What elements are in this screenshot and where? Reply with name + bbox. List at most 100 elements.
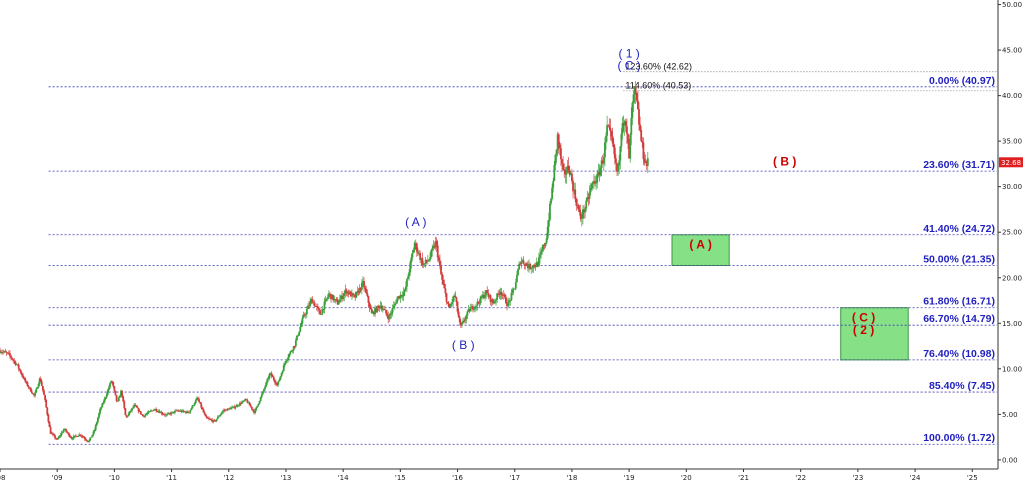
candle-218 <box>238 403 241 406</box>
candle-146 <box>159 412 162 413</box>
candle-194 <box>212 420 215 422</box>
candle-313 <box>343 293 346 297</box>
candle-183 <box>200 403 203 408</box>
candle-519 <box>569 173 572 176</box>
candle-553 <box>607 125 610 127</box>
candle-563 <box>618 160 621 166</box>
candle-134 <box>146 413 149 415</box>
candle-92 <box>100 407 103 409</box>
candle-574 <box>630 117 633 135</box>
wave-label-1: ( C ) <box>617 59 640 73</box>
candle-523 <box>574 189 577 200</box>
x-tick-label-3: '11 <box>166 474 177 482</box>
candle-241 <box>264 386 266 390</box>
candle-40 <box>43 390 45 395</box>
candle-125 <box>136 407 139 409</box>
candle-437 <box>479 296 482 304</box>
candle-321 <box>352 293 354 295</box>
candle-327 <box>358 287 361 294</box>
candle-130 <box>142 414 144 417</box>
candle-481 <box>528 263 530 269</box>
candle-80 <box>87 441 89 442</box>
candle-56 <box>60 432 63 436</box>
candle-490 <box>538 257 540 267</box>
candle-117 <box>127 413 130 416</box>
candle-158 <box>172 411 175 413</box>
x-tick-label-9: '17 <box>509 474 520 482</box>
candle-177 <box>193 403 196 406</box>
candle-5 <box>4 351 7 353</box>
candle-102 <box>111 381 114 383</box>
candle-559 <box>613 147 616 159</box>
candle-470 <box>516 275 518 283</box>
candle-263 <box>288 353 291 358</box>
extension-label-1: 114.60% (40.53) <box>625 80 691 90</box>
fib-label-1: 23.60% (31.71) <box>923 159 995 171</box>
candle-274 <box>300 323 303 327</box>
candle-195 <box>213 420 216 421</box>
candle-413 <box>453 295 456 297</box>
candle-282 <box>309 301 312 307</box>
candle-570 <box>626 126 628 134</box>
candle-1 <box>0 352 2 353</box>
candle-236 <box>258 401 261 404</box>
candle-489 <box>536 262 539 267</box>
candle-352 <box>386 313 389 316</box>
x-tick-label-5: '13 <box>281 474 292 482</box>
candle-204 <box>223 410 226 412</box>
candle-281 <box>308 305 310 307</box>
candle-0 <box>0 350 1 353</box>
candle-429 <box>470 306 473 309</box>
candle-315 <box>345 289 348 294</box>
candle-560 <box>615 158 617 164</box>
x-tick-label-6: '14 <box>338 474 349 482</box>
candle-571 <box>627 133 629 144</box>
candle-229 <box>250 406 253 410</box>
candle-546 <box>599 168 602 176</box>
candle-406 <box>445 293 448 302</box>
candle-63 <box>68 433 71 437</box>
candle-96 <box>104 397 107 399</box>
candle-446 <box>489 295 492 303</box>
candle-444 <box>487 293 490 297</box>
candle-176 <box>192 405 195 406</box>
candle-322 <box>353 294 356 296</box>
candle-314 <box>344 289 347 294</box>
candle-116 <box>126 415 129 417</box>
candle-22 <box>23 377 26 379</box>
candle-228 <box>249 405 252 407</box>
candle-286 <box>313 302 316 307</box>
candle-173 <box>189 410 192 413</box>
candle-190 <box>208 418 210 420</box>
candle-528 <box>579 212 582 219</box>
candle-265 <box>290 351 293 352</box>
candle-288 <box>315 306 318 307</box>
candle-119 <box>129 410 132 412</box>
candle-142 <box>155 408 158 412</box>
candle-318 <box>348 291 351 295</box>
fib-label-7: 85.40% (7.45) <box>929 380 995 392</box>
candle-150 <box>164 414 166 416</box>
candle-138 <box>150 410 153 412</box>
candle-272 <box>298 331 301 336</box>
candle-535 <box>587 197 590 199</box>
candle-323 <box>354 295 357 298</box>
candle-79 <box>85 440 88 442</box>
candle-144 <box>157 411 160 413</box>
candle-108 <box>117 397 120 402</box>
candle-271 <box>297 335 299 337</box>
candle-364 <box>399 294 402 299</box>
candle-421 <box>462 320 464 323</box>
candle-494 <box>542 245 545 250</box>
candle-557 <box>611 136 614 144</box>
candle-243 <box>266 379 269 383</box>
candle-166 <box>181 410 184 412</box>
candle-409 <box>448 306 451 308</box>
candle-517 <box>567 165 570 171</box>
candle-37 <box>39 378 42 382</box>
candle-76 <box>82 436 85 438</box>
fibonacci-levels: 0.00% (40.97) 23.60% (31.71) 41.40% (24.72… <box>48 75 997 445</box>
candle-345 <box>378 306 381 308</box>
candle-514 <box>564 169 567 175</box>
candle-526 <box>577 205 580 210</box>
